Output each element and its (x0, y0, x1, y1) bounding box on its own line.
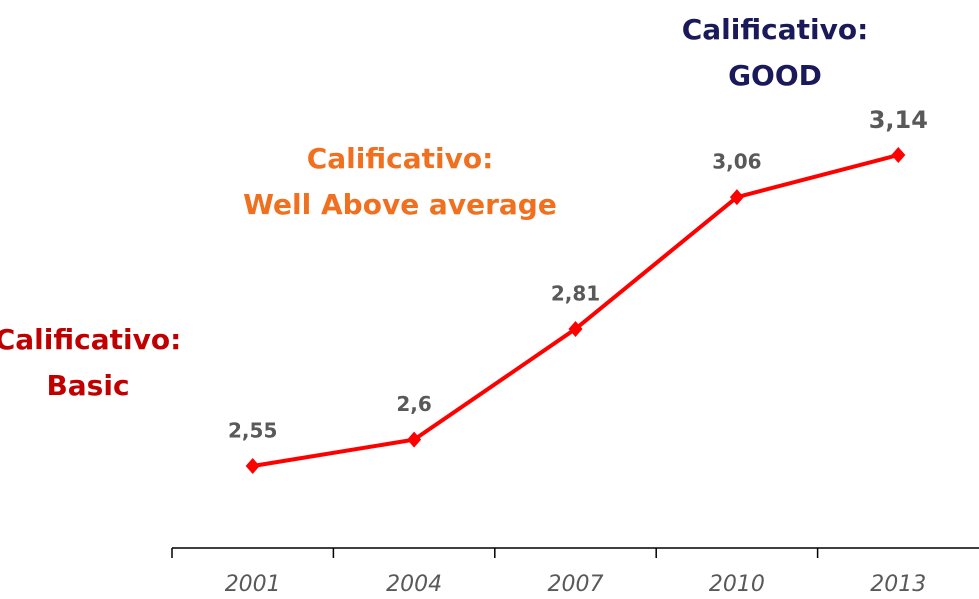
value-label: 2,6 (396, 392, 431, 416)
value-label: 2,55 (228, 419, 277, 443)
marker (891, 147, 906, 163)
value-label: 2,81 (551, 281, 600, 305)
value-label: 3,14 (869, 106, 928, 134)
x-tick-label: 2013 (870, 572, 926, 597)
marker (729, 189, 744, 206)
x-tick-label: 2004 (386, 572, 442, 597)
x-tick-label: 2010 (709, 572, 765, 597)
marker (568, 320, 583, 337)
marker (407, 431, 422, 448)
value-label: 3,06 (712, 150, 761, 174)
annotation: Basic (46, 369, 129, 402)
x-tick-label: 2001 (225, 572, 281, 597)
x-tick-label: 2007 (548, 572, 604, 597)
marker (245, 458, 260, 474)
annotation: GOOD (728, 59, 822, 92)
annotation: Calificativo: (0, 323, 181, 356)
annotation: Well Above average (243, 188, 557, 221)
annotation: Calificativo: (682, 13, 869, 46)
annotation: Calificativo: (307, 142, 494, 175)
